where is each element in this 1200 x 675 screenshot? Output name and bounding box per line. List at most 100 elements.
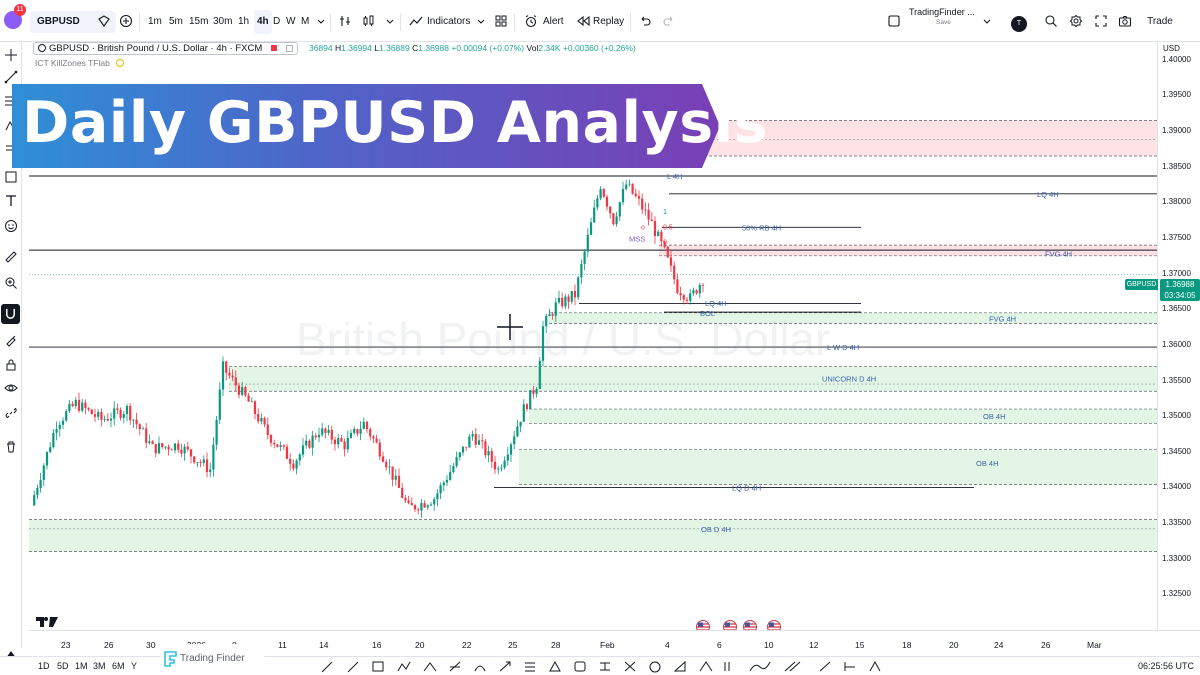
candle-body — [81, 402, 84, 411]
candle-body — [458, 452, 461, 458]
trend-line-icon[interactable] — [4, 70, 18, 84]
legend-symbol-title[interactable]: GBPUSD · British Pound / U.S. Dollar · 4… — [33, 42, 298, 55]
trash-icon[interactable] — [4, 440, 18, 454]
ohlc-low-key: L — [374, 43, 379, 53]
price-tick-label: 1.35500 — [1162, 375, 1191, 385]
indicator-legend[interactable]: ICT KillZones TFlab — [35, 58, 125, 68]
lock-icon[interactable] — [4, 358, 18, 372]
annotation-mss: MSS — [629, 235, 645, 244]
price-tick-label: 1.33500 — [1162, 518, 1191, 528]
legend-dropdown-icon[interactable] — [285, 45, 293, 52]
chevron-down-icon[interactable] — [980, 14, 994, 28]
timeframe-m[interactable]: M — [301, 16, 310, 27]
magnet-button[interactable] — [1, 304, 20, 324]
candle-body — [375, 438, 378, 443]
emoji-icon[interactable] — [4, 219, 18, 233]
candle-body — [551, 314, 554, 316]
chevron-down-icon[interactable] — [474, 14, 488, 28]
timeframe-d[interactable]: D — [273, 16, 281, 27]
add-symbol-icon[interactable] — [119, 14, 133, 28]
candle-body — [471, 434, 474, 437]
annotation-ob-4h-b: OB 4H — [976, 459, 999, 468]
replay-button[interactable]: Replay — [593, 16, 625, 27]
symbol-search-button[interactable]: GBPUSD — [30, 11, 116, 33]
range-3m[interactable]: 3M — [93, 661, 106, 671]
quick-search-icon[interactable] — [1044, 14, 1058, 28]
crosshair-icon[interactable] — [4, 48, 18, 62]
candle-body — [557, 297, 561, 303]
candle-body — [583, 251, 586, 264]
axis-currency[interactable]: USD — [1163, 44, 1180, 53]
shapes-icon[interactable] — [4, 170, 18, 184]
candle-body — [535, 388, 538, 394]
candle-body — [71, 403, 74, 407]
candle-body — [282, 445, 285, 447]
timeframe-4h[interactable]: 4h — [254, 10, 272, 34]
timeframe-30m[interactable]: 30m — [213, 16, 233, 27]
candle-body — [625, 184, 628, 190]
chart-pane[interactable]: L 4H LQ 4H 1 o 0.5 50% RB 4H MSS 0 FVG 4H LQ 4H BO… — [29, 42, 1157, 630]
templates-icon[interactable] — [494, 14, 508, 28]
candle-body — [218, 389, 221, 420]
candle-body — [567, 296, 570, 302]
link-icon[interactable] — [4, 406, 18, 420]
indicators-button[interactable]: Indicators — [427, 16, 471, 27]
chevron-down-icon[interactable] — [314, 14, 328, 28]
chevron-down-icon[interactable] — [383, 14, 397, 28]
indicator-visibility-icon[interactable] — [116, 59, 125, 67]
candle-body — [433, 499, 436, 505]
camera-icon[interactable] — [1118, 14, 1132, 28]
time-tick-label: 20 — [415, 640, 425, 650]
undo-icon[interactable] — [638, 14, 652, 28]
economic-events[interactable] — [696, 620, 786, 630]
alarm-clock-icon[interactable] — [524, 14, 538, 28]
stay-drawing-icon[interactable] — [4, 333, 18, 347]
candle-body — [653, 221, 657, 237]
layout-checkbox-icon[interactable] — [887, 14, 901, 28]
timeframe-1m[interactable]: 1m — [148, 16, 162, 27]
candle-body — [148, 441, 151, 443]
layout-name[interactable]: TradingFinder ... — [909, 7, 975, 17]
zoom-in-icon[interactable] — [4, 276, 18, 290]
candle-body — [660, 231, 663, 242]
candle-body — [365, 421, 369, 430]
candle-body — [305, 440, 308, 446]
trade-button[interactable]: Trade — [1147, 16, 1173, 27]
range-1d[interactable]: 1D — [38, 661, 50, 671]
bar-style-icon[interactable] — [338, 14, 352, 28]
candle-body — [77, 399, 81, 411]
time-tick-label: 11 — [278, 640, 287, 650]
text-icon[interactable] — [4, 194, 18, 208]
eye-icon[interactable] — [4, 381, 18, 395]
candle-body — [404, 497, 407, 501]
compare-icon[interactable] — [97, 14, 111, 28]
volume-change: +0.00360 (+0.26%) — [562, 43, 636, 53]
current-price: 1.36988 — [1165, 280, 1195, 289]
timeframe-5m[interactable]: 5m — [169, 16, 183, 27]
fullscreen-icon[interactable] — [1094, 14, 1108, 28]
range-5d[interactable]: 5D — [57, 661, 69, 671]
annotation-mark-1: 1 — [663, 209, 667, 216]
range-6m[interactable]: 6M — [112, 661, 125, 671]
gear-icon[interactable] — [1069, 14, 1083, 28]
range-1m[interactable]: 1M — [75, 661, 88, 671]
range-ytd[interactable]: Y — [131, 661, 138, 671]
timeframe-w[interactable]: W — [286, 16, 296, 27]
price-axis[interactable]: USD 1.40000 1.39500 1.39000 1.38500 1.38000 1… — [1125, 42, 1200, 630]
timeframe-1h[interactable]: 1h — [238, 16, 250, 27]
profile-avatar[interactable]: T — [1011, 16, 1027, 32]
candle-body — [154, 444, 157, 454]
alert-button[interactable]: Alert — [543, 16, 564, 27]
redo-icon[interactable] — [662, 14, 676, 28]
timeframe-15m[interactable]: 15m — [189, 16, 209, 27]
candles-icon[interactable] — [362, 14, 376, 28]
drawing-shortcuts[interactable] — [320, 659, 900, 674]
ruler-icon[interactable] — [4, 250, 18, 264]
candle-body — [308, 440, 311, 448]
indicators-icon[interactable] — [409, 14, 423, 28]
utc-clock[interactable]: 06:25:56 UTC — [1138, 661, 1195, 671]
time-tick-label: 15 — [855, 640, 865, 650]
replay-icon[interactable] — [576, 14, 590, 28]
candle-body — [452, 466, 455, 472]
